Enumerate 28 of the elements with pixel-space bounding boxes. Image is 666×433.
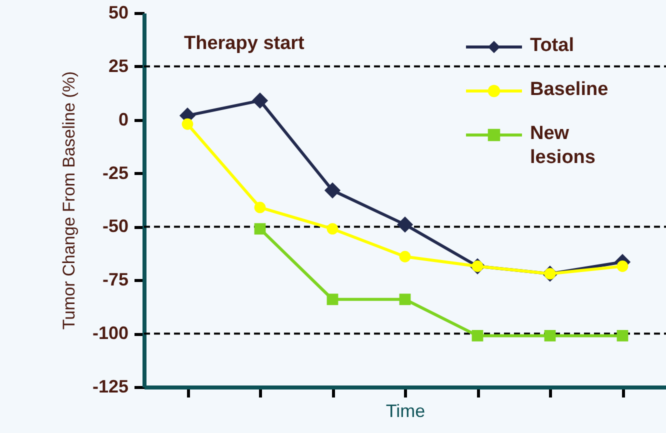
point bbox=[254, 223, 266, 235]
y-tick-label: 25 bbox=[108, 56, 128, 76]
point bbox=[252, 92, 268, 109]
y-tick-label: -125 bbox=[92, 376, 128, 396]
point bbox=[254, 202, 266, 214]
point bbox=[399, 250, 411, 262]
y-tick-label: 0 bbox=[118, 109, 128, 130]
legend-label: Total bbox=[530, 35, 574, 56]
point bbox=[472, 330, 484, 342]
y-tick-label: -50 bbox=[102, 216, 128, 236]
legend-label: Baseline bbox=[530, 79, 608, 100]
point bbox=[326, 294, 338, 306]
y-axis-title: Tumor Change From Baseline (%) bbox=[59, 71, 78, 330]
point bbox=[396, 216, 414, 233]
y-tick-label: -25 bbox=[102, 162, 128, 183]
point bbox=[326, 223, 338, 235]
point bbox=[616, 260, 628, 272]
y-tick-label: -75 bbox=[102, 270, 128, 290]
y-tick-label: 50 bbox=[108, 2, 128, 22]
x-axis-title: Time bbox=[386, 401, 426, 421]
point bbox=[182, 118, 194, 130]
point bbox=[399, 294, 411, 306]
annotation: Therapy start bbox=[184, 33, 306, 54]
point bbox=[324, 182, 341, 198]
legend-label: New lesions bbox=[530, 123, 596, 168]
y-tick-label: -100 bbox=[92, 323, 128, 344]
point bbox=[616, 330, 628, 342]
point bbox=[544, 330, 556, 342]
